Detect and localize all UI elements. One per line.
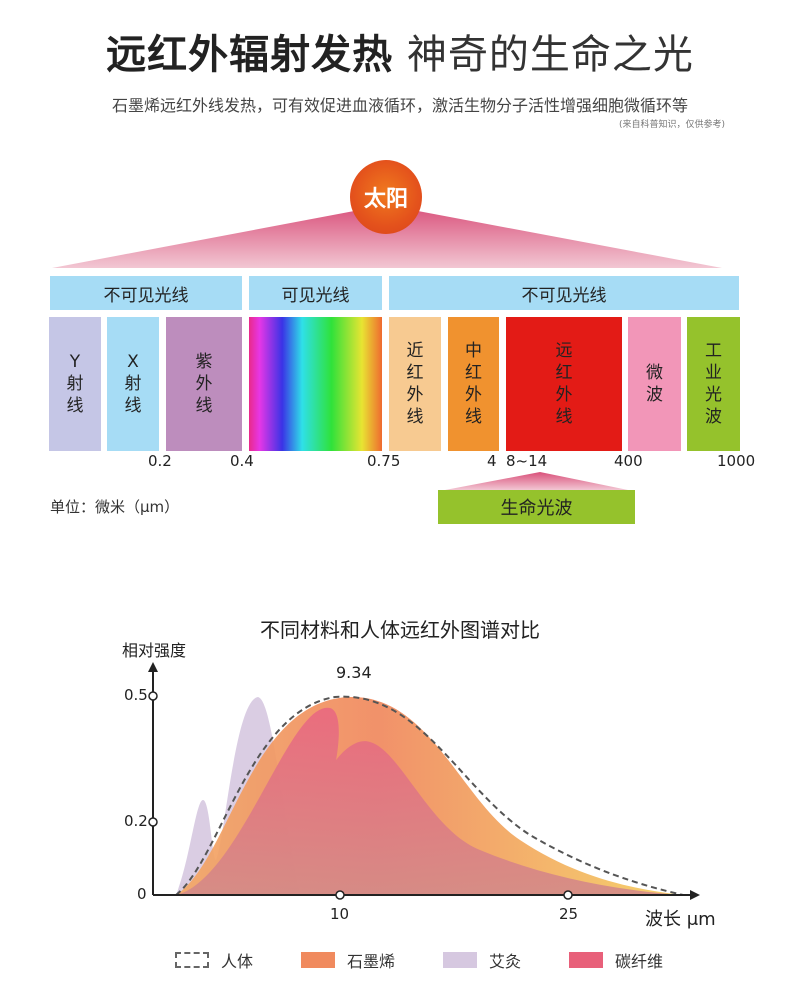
segment-near-infrared: 近红外线 [389,317,441,451]
segment-x-ray: X射线 [107,317,159,451]
source-note: (来自科普知识，仅供参考) [618,120,725,130]
legend-label: 石墨烯 [347,952,396,971]
segment-gamma-ray: Y射线 [49,317,101,451]
segment-mid-infrared: 中红外线 [448,317,499,451]
title-bold: 远红外辐射发热 [106,32,394,78]
x-tick-label: 25 [559,905,579,923]
title-light: 神奇的生命之光 [406,32,694,78]
segment-industrial-wave: 工业光波 [687,317,740,451]
y-tick-label: 0.2 [124,812,148,830]
legend-swatch-moxa [443,952,478,968]
legend-swatch-graphene [301,952,336,968]
tick-label: 400 [614,452,643,470]
segment-ultraviolet: 紫外线 [166,317,242,451]
tick-label: 1000 [717,452,756,470]
tick-label: 0.75 [367,452,401,470]
tick-label: 8~14 [506,452,548,470]
sun-beam [52,205,722,268]
sun-badge: 太阳 [350,160,422,234]
band-visible: 可见光线 [249,276,382,310]
tick-label: 4 [487,452,497,470]
legend-label: 艾灸 [489,952,522,971]
subtitle: 石墨烯远红外线发热，可有效促进血液循环，激活生物分子活性增强细胞微循环等 [111,96,688,115]
legend-swatch-carbon-fiber [569,952,604,968]
chart-title: 不同材料和人体远红外图谱对比 [260,618,540,642]
legend-swatch-human [175,952,209,968]
y-axis-label: 相对强度 [122,641,187,660]
tick-label: 0.2 [148,452,172,470]
x-axis-label: 波长 μm [645,909,716,930]
legend-label: 人体 [221,952,254,971]
segment-visible-spectrum [249,317,382,451]
band-invisible-left: 不可见光线 [50,276,242,310]
life-wave-band: 生命光波 [438,490,635,524]
legend-label: 碳纤维 [615,952,664,971]
unit-label: 单位：微米（μm） [50,498,180,516]
page-title: 远红外辐射发热 神奇的生命之光 [0,22,800,80]
life-band-pointer [445,472,628,490]
y-tick-label: 0.5 [124,686,148,704]
segment-microwave: 微波 [628,317,681,451]
x-tick-label: 10 [330,905,350,923]
tick-label: 0.4 [230,452,254,470]
chart-legend: 人体 石墨烯 艾灸 碳纤维 [175,948,711,972]
peak-annotation: 9.34 [336,663,372,682]
band-invisible-right: 不可见光线 [389,276,739,310]
segment-far-infrared: 远红外线 [506,317,622,451]
spectrum-chart [148,662,700,900]
y-tick-label: 0 [137,885,147,903]
